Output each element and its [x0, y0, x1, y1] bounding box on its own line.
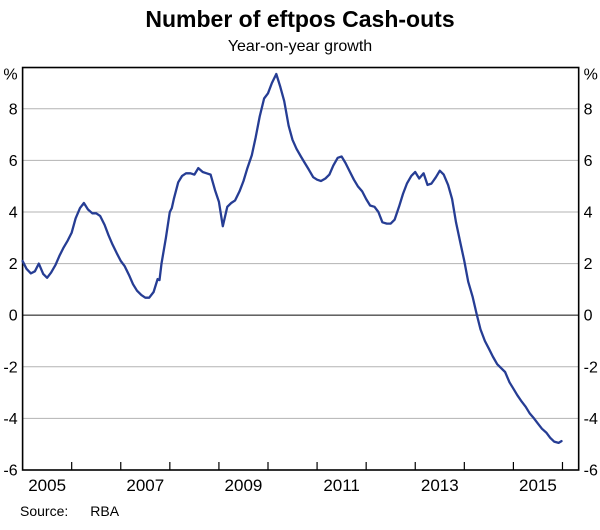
y-axis-label-right: 0 [584, 308, 593, 325]
x-axis-label: 2015 [519, 476, 557, 495]
source-label: Source: [20, 503, 69, 519]
y-axis-label-right: -2 [584, 359, 598, 376]
chart-subtitle: Year-on-year growth [227, 38, 373, 55]
plot-border [21, 66, 580, 471]
source-note: Source: RBA [20, 503, 119, 519]
y-axis-unit-left: % [3, 67, 17, 84]
y-axis-unit-right: % [584, 67, 598, 84]
chart-title: Number of eftpos Cash-outs [145, 6, 455, 32]
y-axis-label-left: -6 [3, 463, 17, 480]
y-axis-label-left: 0 [9, 308, 18, 325]
x-axis-label: 2013 [421, 476, 459, 495]
x-axis-label: 2007 [126, 476, 164, 495]
y-axis-label-right: 4 [584, 205, 593, 222]
data-series-line [21, 72, 563, 445]
x-axis-label: 2005 [28, 476, 66, 495]
y-axis-label-left: -2 [3, 359, 17, 376]
y-axis-label-left: -4 [3, 411, 17, 428]
y-axis-label-left: 6 [9, 153, 18, 170]
y-axis-label-right: 6 [584, 153, 593, 170]
x-axis-label: 2009 [225, 476, 263, 495]
y-axis-label-left: 2 [9, 256, 18, 273]
y-axis-label-left: 4 [9, 205, 18, 222]
x-axis-label: 2011 [323, 476, 360, 495]
y-axis-label-right: -4 [584, 411, 598, 428]
source-value: RBA [90, 503, 120, 519]
y-axis-label-right: 2 [584, 256, 593, 273]
y-axis-label-right: 8 [584, 101, 593, 118]
y-axis-label-right: -6 [584, 463, 598, 480]
chart-header: Number of eftpos Cash-outs Year-on-year … [0, 0, 600, 56]
y-axis-label-left: 8 [9, 101, 18, 118]
